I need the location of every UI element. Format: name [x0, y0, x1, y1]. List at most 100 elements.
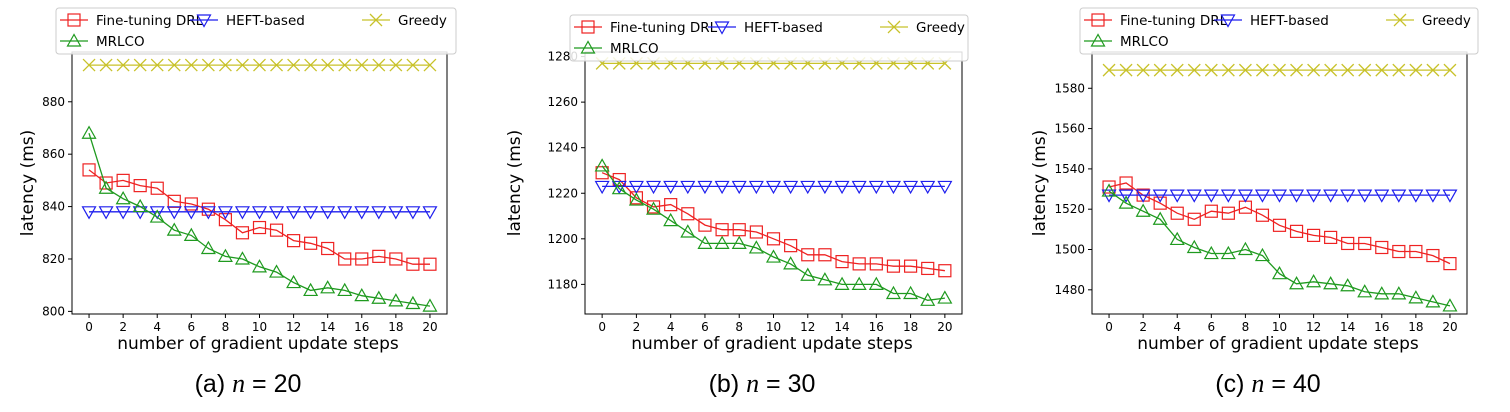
- x-tick-label: 20: [422, 320, 437, 334]
- triangle-down-marker: [765, 180, 782, 195]
- square-marker: [372, 249, 386, 263]
- triangle-down-marker: [1425, 189, 1441, 203]
- triangle-down-marker: [217, 206, 233, 220]
- square-marker: [1255, 208, 1270, 222]
- legend-label: MRLCO: [96, 34, 145, 50]
- x-tick-label: 4: [667, 320, 675, 334]
- triangle-up-marker: [885, 285, 901, 300]
- x-marker: [133, 58, 147, 72]
- legend-box: [1079, 7, 1479, 55]
- triangle-up-marker: [422, 298, 438, 312]
- triangle-up-marker: [594, 158, 610, 172]
- subplot-c: 0 2 4 6 8 10 12 14 16 18 20 1480 1500 1520 1540 1560 158…: [1030, 7, 1479, 398]
- triangle-up-marker: [663, 212, 679, 227]
- triangle-down-marker: [748, 180, 764, 195]
- x-tick-label: 2: [119, 320, 127, 334]
- triangle-up-marker: [217, 248, 233, 262]
- caption-variable: n: [746, 369, 759, 398]
- triangle-up-marker: [646, 201, 662, 215]
- legend-box: [569, 14, 969, 62]
- triangle-down-marker: [166, 206, 182, 220]
- triangle-down-marker: [251, 206, 268, 220]
- square-marker: [646, 200, 661, 214]
- triangle-down-marker: [81, 206, 97, 220]
- triangle-up-marker: [371, 290, 387, 304]
- triangle-down-marker: [1186, 189, 1202, 203]
- x-tick-label: 0: [1105, 320, 1113, 334]
- legend-triangle-up-marker: [66, 33, 82, 47]
- y-axis-label: latency (ms): [505, 130, 525, 237]
- caption-variable: n: [232, 369, 245, 398]
- triangle-down-marker: [1289, 189, 1305, 203]
- triangle-up-marker: [1220, 245, 1236, 260]
- y-axis-label: latency (ms): [18, 130, 38, 237]
- series-mrlco: [594, 158, 953, 306]
- square-marker: [99, 176, 113, 190]
- triangle-up-marker: [337, 282, 353, 297]
- x-marker: [150, 58, 164, 72]
- legend-label: HEFT-based: [226, 13, 305, 29]
- y-tick-label: 860: [42, 147, 65, 161]
- legend-x-marker: [1393, 13, 1407, 27]
- triangle-down-marker: [1306, 189, 1322, 203]
- series-fine-tuning-drl: [1102, 176, 1457, 271]
- x-marker: [1392, 63, 1406, 77]
- series-fine-tuning-drl: [82, 163, 437, 271]
- series-greedy: [82, 58, 437, 72]
- triangle-down-marker: [885, 180, 901, 195]
- x-tick-label: 4: [153, 320, 161, 334]
- legend-triangle-down-marker: [714, 21, 730, 35]
- x-tick-label: 18: [388, 320, 403, 334]
- x-axis-label: number of gradient update steps: [631, 334, 913, 354]
- x-marker: [1238, 63, 1252, 77]
- x-marker: [201, 58, 215, 72]
- triangle-down-marker: [646, 180, 662, 195]
- x-marker: [1255, 63, 1269, 77]
- legend-square-marker: [1091, 13, 1105, 27]
- triangle-up-marker: [1340, 278, 1356, 292]
- legend-label: HEFT-based: [1250, 13, 1329, 29]
- triangle-up-marker: [1306, 274, 1322, 288]
- x-marker: [1290, 63, 1304, 77]
- triangle-up-marker: [817, 272, 833, 286]
- triangle-down-marker: [200, 206, 216, 220]
- plot-frame: [1091, 51, 1468, 315]
- triangle-up-marker: [1357, 284, 1373, 298]
- x-marker: [423, 58, 437, 72]
- square-marker: [766, 232, 781, 246]
- square-marker: [218, 213, 233, 227]
- triangle-up-marker: [166, 222, 182, 236]
- triangle-down-marker: [1442, 189, 1458, 203]
- triangle-up-marker: [320, 280, 336, 294]
- legend-entry: MRLCO: [1084, 33, 1169, 50]
- square-marker: [235, 226, 250, 240]
- square-marker: [321, 241, 335, 256]
- legend-entry: Fine-tuning DRL: [574, 20, 718, 36]
- square-marker: [664, 198, 678, 212]
- subplot-a: 0 2 4 6 8 10 12 14 16 18 20 800 820 840 860 880 number o…: [18, 7, 457, 398]
- square-marker: [82, 163, 96, 177]
- legend-label: HEFT-based: [744, 20, 823, 36]
- plot-frame: [71, 51, 448, 315]
- square-marker: [150, 181, 164, 195]
- triangle-up-marker: [937, 290, 953, 304]
- triangle-down-marker: [817, 180, 833, 195]
- triangle-up-marker: [1203, 245, 1219, 260]
- triangle-up-marker: [1254, 247, 1270, 262]
- x-tick-label: 4: [1173, 320, 1181, 334]
- x-axis-label: number of gradient update steps: [1137, 334, 1419, 354]
- triangle-down-marker: [680, 180, 696, 195]
- legend-label: Greedy: [916, 20, 965, 36]
- triangle-up-marker: [1186, 239, 1202, 254]
- x-marker: [321, 58, 335, 72]
- square-marker: [852, 257, 866, 271]
- triangle-down-marker: [354, 206, 370, 220]
- x-marker: [1307, 63, 1321, 77]
- triangle-down-marker: [337, 206, 353, 220]
- triangle-up-marker: [868, 276, 884, 290]
- y-tick-label: 1480: [1054, 283, 1085, 297]
- x-tick-label: 2: [633, 320, 641, 334]
- x-marker: [1221, 63, 1235, 77]
- caption-value: = 20: [245, 370, 301, 398]
- triangle-down-marker: [115, 206, 131, 220]
